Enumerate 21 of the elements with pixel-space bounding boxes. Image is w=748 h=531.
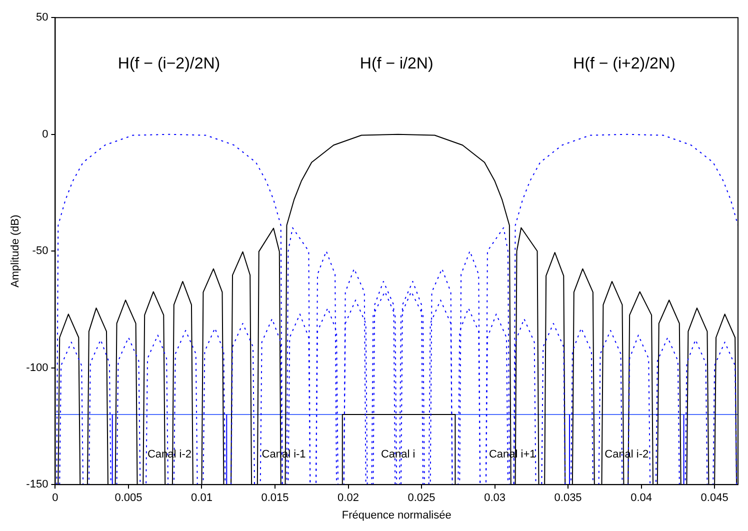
y-tick-label: 50	[36, 12, 48, 24]
x-tick-label: 0.04	[630, 492, 652, 504]
y-axis-title: Amplitude (dB)	[10, 214, 22, 288]
y-tick-label: 0	[42, 128, 48, 140]
x-axis-title: Fréquence normalisée	[342, 509, 452, 522]
x-tick-label: 0.02	[338, 492, 359, 504]
x-tick-label: 0.005	[114, 492, 142, 504]
x-tick-label: 0.025	[408, 492, 436, 504]
annotation: Canal i	[380, 448, 416, 460]
x-tick-label: 0.01	[191, 492, 212, 504]
x-tick-label: 0.045	[700, 492, 728, 504]
annotation: H(f − (i+2)/2N)	[573, 56, 676, 73]
y-tick-label: -50	[32, 245, 48, 258]
y-tick-label: -100	[26, 362, 48, 374]
x-tick-label: 0.03	[484, 492, 506, 504]
x-tick-label: 0.035	[554, 492, 582, 504]
x-tick-label: 0	[52, 492, 58, 504]
annotation: H(f − (i−2)/2N)	[118, 56, 220, 73]
y-tick-label: -150	[26, 478, 48, 491]
x-tick-label: 0.015	[261, 492, 289, 504]
annotation: H(f − i/2N)	[360, 56, 434, 73]
